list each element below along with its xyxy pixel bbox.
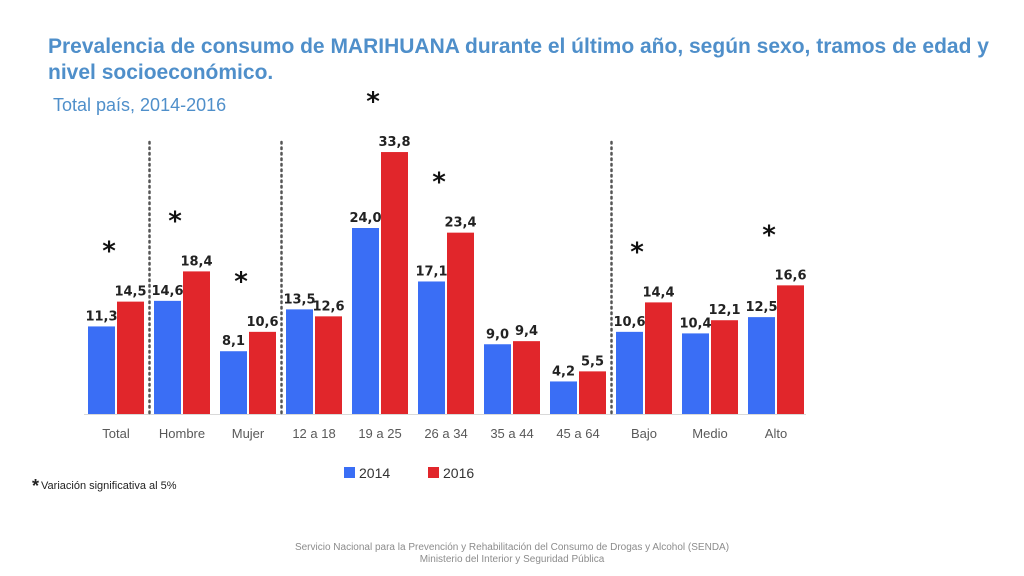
significance-marker-10: *: [762, 220, 776, 250]
bar-2014-5: [418, 281, 445, 414]
bar-2016-1: [183, 271, 210, 414]
significance-marker-5: *: [432, 168, 446, 198]
bar-2016-4: [381, 152, 408, 415]
bar-2014-10: [748, 317, 775, 414]
data-label-2014-4: 24,0: [349, 211, 381, 226]
bar-2014-7: [550, 381, 577, 414]
chart-subtitle: Total país, 2014-2016: [53, 95, 227, 115]
data-label-2014-1: 14,6: [151, 284, 183, 299]
x-tick-label-5: 26 a 34: [424, 426, 467, 441]
bar-2016-10: [777, 285, 804, 414]
x-tick-label-2: Mujer: [232, 426, 265, 441]
legend-swatch-2014: [344, 467, 355, 478]
bar-2016-3: [315, 316, 342, 414]
data-label-2016-3: 12,6: [312, 299, 344, 314]
data-label-2016-9: 12,1: [708, 303, 740, 318]
bar-2014-3: [286, 309, 313, 414]
chart-title: Prevalencia de consumo de MARIHUANA dura…: [48, 35, 989, 84]
bar-2014-8: [616, 331, 643, 414]
bar-2014-1: [154, 300, 181, 414]
data-label-2014-3: 13,5: [283, 292, 315, 307]
x-tick-label-4: 19 a 25: [358, 426, 401, 441]
data-label-2014-5: 17,1: [415, 264, 447, 279]
x-tick-label-0: Total: [102, 426, 130, 441]
data-label-2014-9: 10,4: [679, 316, 711, 331]
bar-2014-0: [88, 326, 115, 414]
bar-2016-7: [579, 371, 606, 414]
data-label-2014-8: 10,6: [613, 315, 645, 330]
data-label-2016-8: 14,4: [642, 285, 674, 300]
footnote-text: Variación significativa al 5%: [41, 480, 177, 492]
legend-swatch-2016: [428, 467, 439, 478]
data-label-2016-7: 5,5: [581, 354, 604, 369]
data-label-2016-6: 9,4: [515, 324, 538, 339]
bar-2014-9: [682, 333, 709, 414]
data-label-2016-0: 14,5: [114, 285, 146, 300]
data-label-2014-0: 11,3: [85, 309, 117, 324]
footnote: * Variación significativa al 5%: [32, 476, 177, 497]
bar-2014-2: [220, 351, 247, 414]
legend-label-2014: 2014: [359, 465, 390, 481]
bar-2016-6: [513, 341, 540, 414]
significance-marker-1: *: [168, 206, 182, 236]
bar-2016-9: [711, 320, 738, 414]
x-tick-label-1: Hombre: [159, 426, 205, 441]
x-tick-label-6: 35 a 44: [490, 426, 533, 441]
footer: Servicio Nacional para la Prevención y R…: [0, 542, 1024, 566]
bar-2014-6: [484, 344, 511, 414]
data-label-2016-5: 23,4: [444, 216, 476, 231]
data-label-2016-4: 33,8: [378, 135, 410, 150]
significance-marker-8: *: [630, 237, 644, 267]
x-tick-label-10: Alto: [765, 426, 787, 441]
legend-label-2016: 2016: [443, 465, 474, 481]
data-label-2014-6: 9,0: [486, 327, 509, 342]
data-label-2016-1: 18,4: [180, 254, 212, 269]
bar-2014-4: [352, 228, 379, 414]
data-label-2016-10: 16,6: [774, 268, 806, 283]
significance-marker-0: *: [102, 237, 116, 267]
footer-line-1: Servicio Nacional para la Prevención y R…: [294, 542, 730, 553]
data-label-2014-2: 8,1: [222, 334, 245, 349]
bar-2016-2: [249, 331, 276, 414]
data-label-2014-7: 4,2: [552, 364, 575, 379]
x-tick-label-3: 12 a 18: [292, 426, 335, 441]
x-tick-label-7: 45 a 64: [556, 426, 599, 441]
significance-marker-4: *: [366, 87, 380, 117]
data-label-2014-10: 12,5: [745, 300, 777, 315]
data-label-2016-2: 10,6: [246, 315, 278, 330]
bar-2016-5: [447, 232, 474, 414]
footer-line-2: Ministerio del Interior y Seguridad Públ…: [419, 554, 605, 565]
x-tick-label-9: Medio: [692, 426, 727, 441]
bar-2016-8: [645, 302, 672, 414]
significance-marker-2: *: [234, 267, 248, 297]
bar-2016-0: [117, 301, 144, 414]
x-tick-label-8: Bajo: [631, 426, 657, 441]
significance-star-icon: *: [32, 476, 40, 496]
